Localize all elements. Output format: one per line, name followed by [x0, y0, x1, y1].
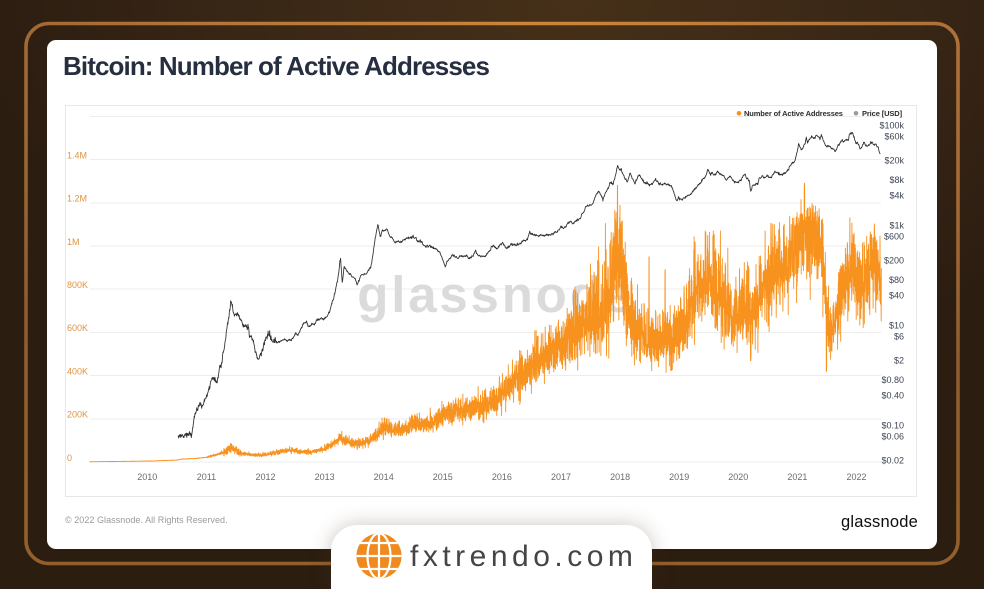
svg-text:800K: 800K [67, 280, 88, 290]
svg-text:2014: 2014 [374, 472, 394, 482]
svg-text:$4k: $4k [889, 190, 904, 200]
svg-text:$1k: $1k [889, 220, 904, 230]
svg-text:2010: 2010 [137, 472, 157, 482]
svg-text:600K: 600K [67, 323, 88, 333]
svg-text:2016: 2016 [492, 472, 512, 482]
svg-text:$6: $6 [894, 332, 904, 342]
svg-text:Number of Active Addresses: Number of Active Addresses [744, 109, 843, 118]
svg-text:$10: $10 [889, 320, 904, 330]
svg-text:$80: $80 [889, 275, 904, 285]
svg-text:1.4M: 1.4M [67, 150, 87, 160]
svg-text:2017: 2017 [551, 472, 571, 482]
svg-text:2019: 2019 [669, 472, 689, 482]
svg-text:1M: 1M [67, 237, 80, 247]
svg-text:2015: 2015 [433, 472, 453, 482]
svg-text:2021: 2021 [787, 472, 807, 482]
svg-text:2013: 2013 [315, 472, 335, 482]
svg-text:2011: 2011 [197, 472, 216, 482]
svg-text:2018: 2018 [610, 472, 630, 482]
svg-text:200K: 200K [67, 410, 88, 420]
svg-text:0: 0 [67, 453, 72, 463]
svg-text:$60k: $60k [884, 132, 904, 142]
svg-text:$0.40: $0.40 [881, 390, 904, 400]
svg-text:$200: $200 [884, 255, 904, 265]
svg-text:2012: 2012 [255, 472, 275, 482]
svg-text:$100k: $100k [879, 120, 904, 130]
svg-text:$2: $2 [894, 355, 904, 365]
svg-text:$0.06: $0.06 [881, 432, 904, 442]
svg-text:400K: 400K [67, 366, 88, 376]
svg-text:2020: 2020 [728, 472, 748, 482]
svg-text:1.2M: 1.2M [67, 194, 87, 204]
svg-text:$600: $600 [884, 232, 904, 242]
svg-text:$0.10: $0.10 [881, 420, 904, 430]
svg-text:Price [USD]: Price [USD] [862, 109, 903, 118]
svg-text:$40: $40 [889, 290, 904, 300]
svg-text:$8k: $8k [889, 175, 904, 185]
svg-text:$0.02: $0.02 [881, 455, 904, 465]
svg-text:$0.80: $0.80 [881, 375, 904, 385]
svg-text:$20k: $20k [884, 155, 904, 165]
svg-text:2022: 2022 [846, 472, 866, 482]
